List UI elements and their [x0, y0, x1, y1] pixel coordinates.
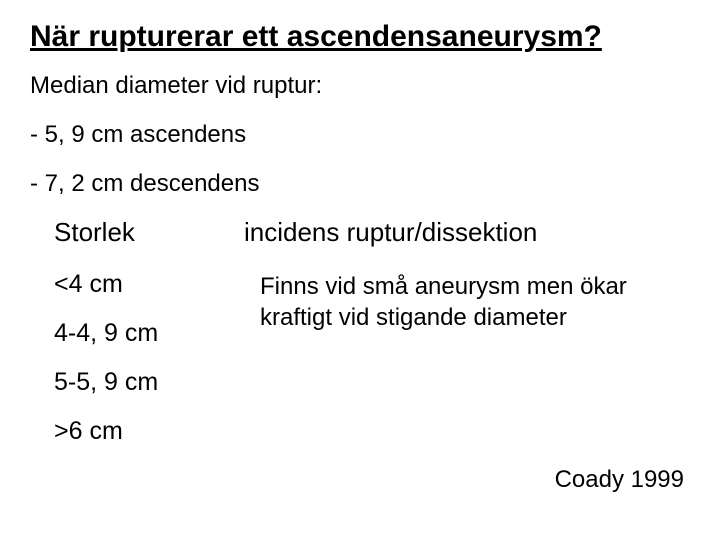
table-header-row: Storlek incidens ruptur/dissektion: [30, 217, 690, 248]
bullet-ascendens: - 5, 9 cm ascendens: [30, 119, 690, 150]
incidence-description: Finns vid små aneurysm men ökar kraftigt…: [244, 270, 690, 333]
slide-title: När rupturerar ett ascendensaneurysm?: [30, 18, 690, 56]
size-column: <4 cm 4-4, 9 cm 5-5, 9 cm >6 cm: [30, 270, 244, 466]
subtitle: Median diameter vid ruptur:: [30, 70, 690, 101]
size-row-1: <4 cm: [54, 270, 244, 299]
size-row-2: 4-4, 9 cm: [54, 319, 244, 348]
header-size: Storlek: [30, 217, 244, 248]
citation: Coady 1999: [555, 466, 684, 494]
bullet-descendens: - 7, 2 cm descendens: [30, 168, 690, 199]
slide: När rupturerar ett ascendensaneurysm? Me…: [0, 0, 720, 540]
incidence-column: Finns vid små aneurysm men ökar kraftigt…: [244, 270, 690, 333]
size-row-4: >6 cm: [54, 417, 244, 446]
content-row: <4 cm 4-4, 9 cm 5-5, 9 cm >6 cm Finns vi…: [30, 270, 690, 466]
header-incidence: incidens ruptur/dissektion: [244, 217, 690, 248]
size-row-3: 5-5, 9 cm: [54, 368, 244, 397]
